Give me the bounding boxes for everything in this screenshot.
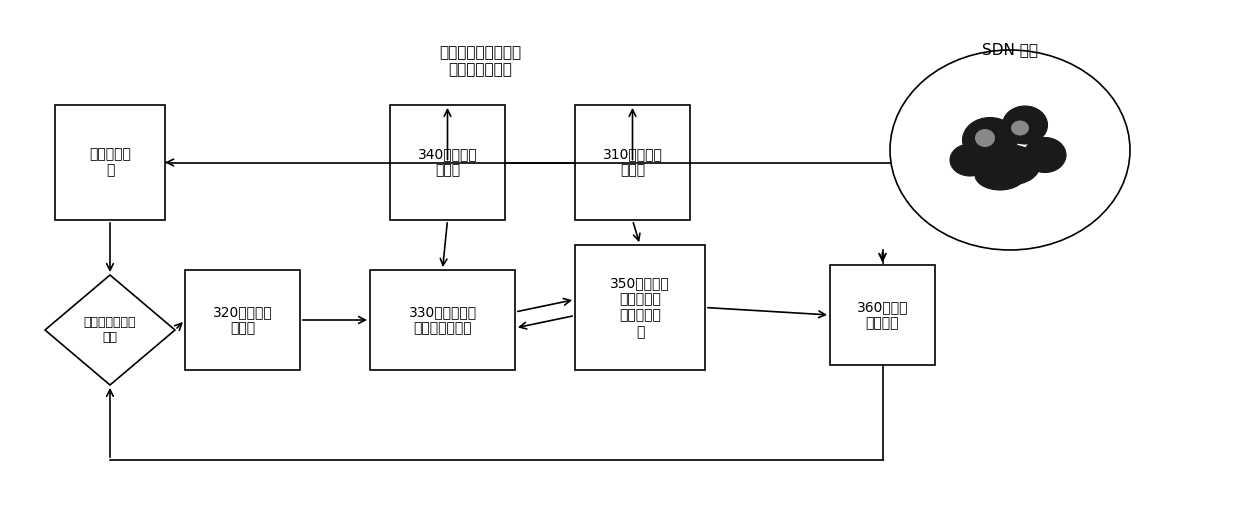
Bar xyxy=(370,270,515,370)
Bar xyxy=(55,105,165,220)
Bar xyxy=(830,265,935,365)
Ellipse shape xyxy=(975,129,994,147)
Text: 全网络初始
化: 全网络初始 化 xyxy=(89,147,131,178)
Text: 总是选择下一条
路径: 总是选择下一条 路径 xyxy=(84,316,136,344)
Bar xyxy=(575,105,689,220)
Bar xyxy=(185,270,300,370)
Text: 打开后的初始化步骤
或重新启动步骤: 打开后的初始化步骤 或重新启动步骤 xyxy=(439,45,521,77)
Ellipse shape xyxy=(1024,137,1066,173)
Ellipse shape xyxy=(890,50,1130,250)
Ellipse shape xyxy=(962,118,1018,163)
Ellipse shape xyxy=(1011,121,1029,135)
Ellipse shape xyxy=(980,145,1040,185)
Text: 340，获取测
量数据: 340，获取测 量数据 xyxy=(418,147,477,178)
Text: 360，流量
工程控制: 360，流量 工程控制 xyxy=(857,300,908,330)
Bar xyxy=(391,105,505,220)
Ellipse shape xyxy=(1002,106,1048,144)
Text: 330，确定采样
频率和采样节点: 330，确定采样 频率和采样节点 xyxy=(408,305,476,335)
Bar xyxy=(575,245,706,370)
Text: 320，网络流
量预测: 320，网络流 量预测 xyxy=(212,305,273,335)
Text: 310，网络拓
扑识别: 310，网络拓 扑识别 xyxy=(603,147,662,178)
Ellipse shape xyxy=(950,144,990,176)
Polygon shape xyxy=(45,275,175,385)
Text: SDN 网络: SDN 网络 xyxy=(982,42,1038,58)
Ellipse shape xyxy=(975,160,1025,190)
Text: 350，确定流
量工程所需
要的参数信
息: 350，确定流 量工程所需 要的参数信 息 xyxy=(610,276,670,339)
